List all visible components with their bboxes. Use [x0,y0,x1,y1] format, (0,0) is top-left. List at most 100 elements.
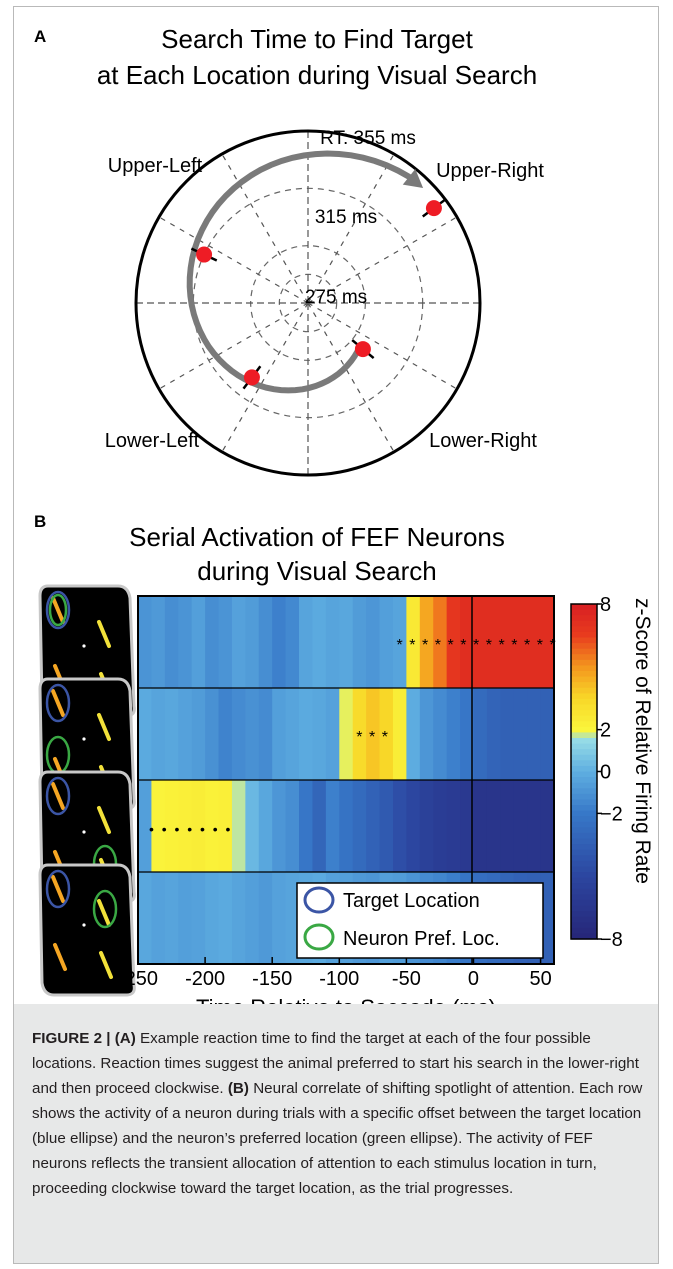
heatmap-cell [325,596,340,689]
heatmap-cell [191,872,206,965]
heatmap-cell [258,780,273,873]
significance-mark: * [422,637,428,654]
heatmap-cell [245,872,260,965]
significance-mark: • [213,821,218,837]
significance-mark: * [369,729,375,746]
colorbar-segment [571,726,597,734]
colorbar-segment [571,743,597,750]
colorbar-tick-label: 0 [600,762,611,784]
legend-box [296,882,544,959]
heatmap-cell [527,688,542,781]
legend-neuron-label: Neuron Pref. Loc. [343,928,500,950]
heatmap-frame [137,595,555,965]
colorbar-segment [571,805,597,812]
ring-label-outer: RT: 355 ms [320,128,416,149]
heatmap-cell [446,780,461,873]
polar-spoke [221,153,309,304]
colorbar-segment [571,777,597,784]
colorbar-tick-label: −2 [600,803,623,825]
heatmap-cell [178,688,193,781]
heatmap-cell [433,688,448,781]
heatmap-cell [272,872,287,965]
target-ellipse [45,683,71,723]
heatmap-cell [205,780,220,873]
significance-markers: * * * * * * * * * * * * * * * * • • • • • • • [149,637,556,837]
heatmap-cell [325,688,340,781]
colorbar-segment [571,698,597,706]
polar-spoke [158,302,309,390]
stimulus-bar [99,951,113,979]
significance-mark: • [149,821,154,837]
colorbar-segment [571,844,597,851]
colorbar-segment [571,793,597,801]
heatmap-cell [138,872,152,965]
heatmap-cell [245,688,260,781]
heatmap-cell [231,688,246,781]
heatmap-cell [366,780,381,873]
fixation-dot [82,737,86,741]
heatmap-cell [486,780,501,873]
figure-caption: FIGURE 2 | (A) Example reaction time to … [32,1026,644,1201]
colorbar-segment [571,765,597,773]
heatmap-cell [392,688,407,781]
significance-mark: • [200,821,205,837]
neuron-ellipse-icon [303,923,335,951]
colorbar-segment [571,832,597,840]
heatmap-cell [513,780,528,873]
x-tick-label: -200 [185,968,225,990]
rt-marker [354,341,371,358]
colorbar-segment [571,816,597,823]
heatmap-cell [527,780,542,873]
neuron-ellipse [92,889,118,929]
heatmap-cell [446,596,461,689]
panel-a-title-line2: at Each Location during Visual Search [97,60,537,90]
heatmap-cell [339,780,354,873]
panel-b-letter: B [34,512,46,531]
heatmap-cell [191,688,206,781]
fixation-dot [82,830,86,834]
colorbar-segment [571,665,597,672]
significance-mark: * [486,637,492,654]
colorbar-segment [571,620,597,627]
heatmap-cell [164,596,179,689]
heatmap-cell [379,780,394,873]
heatmap-cell [540,780,555,873]
heatmap-cell [258,688,273,781]
colorbar-segment [571,715,597,722]
colorbar-segment [571,659,597,667]
polar-spoke [307,302,458,390]
colorbar-segment [571,899,597,907]
significance-mark: * [356,729,362,746]
panel-b-title-line2: during Visual Search [197,556,436,586]
colorbar-segment [571,849,597,856]
neuron-ellipse [48,593,68,627]
caption-a-tag: (A) [114,1030,136,1047]
heatmap-cell [392,596,407,689]
heatmap-cell [406,596,421,689]
heatmap-cell [285,780,300,873]
colorbar-segment [571,721,597,728]
x-tick-label: 50 [529,968,551,990]
colorbar-segment [571,631,597,639]
heatmap-cell [419,688,434,781]
heatmap-cell [258,596,273,689]
colorbar-segment [571,927,597,935]
colorbar-segment [571,687,597,694]
heatmap-cell [406,780,421,873]
fixation-dot [82,644,86,648]
caption-b-text: Neural correlate of shifting spotlight o… [32,1080,643,1197]
ring-label-inner: 275 ms [305,287,367,308]
colorbar-segment [571,771,597,778]
heatmap-cell [325,780,340,873]
colorbar-segment [571,888,597,895]
colorbar-segment [571,654,597,661]
x-axis-label: Time Relative to Saccade (ms) [196,995,496,1004]
colorbar-segment [571,911,597,918]
heatmap-cell [527,596,542,689]
heatmap-cell [285,688,300,781]
heatmap-cell [460,780,474,873]
heatmap-cell [272,688,287,781]
panel-a-letter: A [34,27,46,46]
stimulus-panel [38,863,136,997]
colorbar-tick-label: 2 [600,720,611,742]
